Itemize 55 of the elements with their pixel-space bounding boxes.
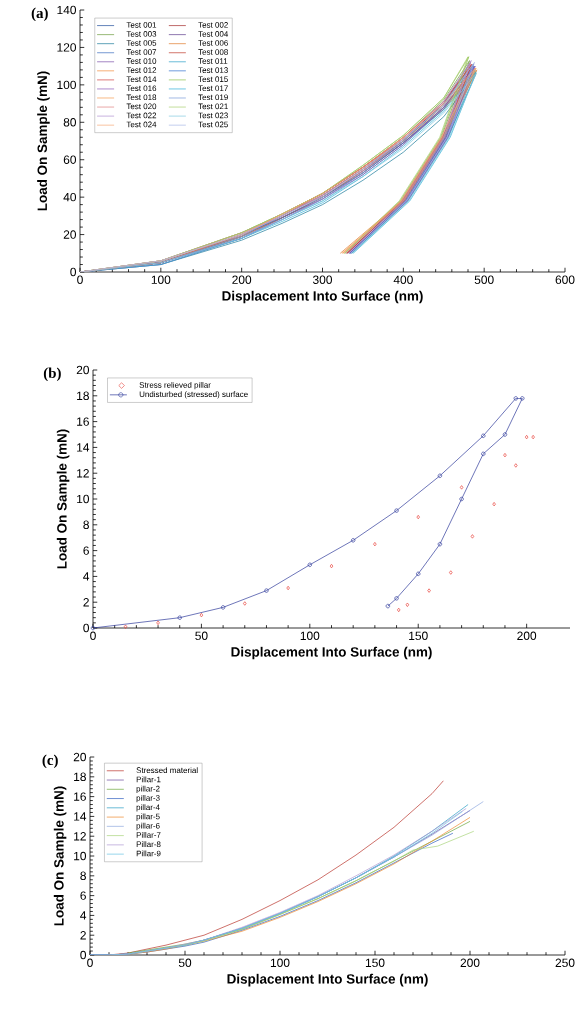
y-tick-label: 8 [83, 520, 89, 530]
y-tick-label: 80 [63, 118, 77, 127]
x-axis-title: Displacement Into Surface (nm) [222, 290, 423, 304]
y-tick-label: 14 [74, 812, 87, 821]
x-tick-label: 100 [300, 631, 320, 640]
x-tick-label: 300 [312, 275, 333, 284]
y-tick-label: 8 [80, 871, 86, 881]
x-axis-title: Displacement Into Surface (nm) [227, 973, 428, 987]
y-tick-label: 2 [83, 598, 89, 607]
y-tick-label: 14 [77, 443, 90, 452]
y-tick-label: 4 [83, 572, 90, 581]
y-tick-label: 16 [77, 417, 89, 426]
x-tick-label: 250 [555, 958, 575, 967]
chart-title: (a) [31, 7, 48, 22]
x-tick-label: 50 [178, 958, 192, 967]
x-tick-label: 400 [393, 275, 413, 284]
x-tick-label: 0 [90, 631, 96, 640]
x-tick-label: 500 [474, 275, 494, 284]
chart-title: (b) [43, 367, 61, 382]
y-axis-title: Load On Sample (mN) [37, 71, 50, 211]
x-tick-label: 200 [460, 958, 480, 967]
y-tick-label: 16 [74, 792, 86, 801]
x-tick-label: 150 [365, 958, 385, 967]
y-tick-label: 2 [80, 931, 86, 940]
y-tick-label: 20 [73, 752, 87, 762]
x-tick-label: 150 [409, 631, 428, 640]
y-tick-label: 4 [80, 911, 87, 920]
y-tick-label: 0 [70, 267, 77, 277]
x-tick-label: 100 [270, 958, 290, 967]
y-tick-label: 6 [83, 546, 89, 555]
y-tick-label: 12 [74, 832, 86, 841]
y-tick-label: 20 [76, 365, 90, 375]
x-tick-label: 200 [232, 275, 252, 284]
x-tick-label: 200 [517, 631, 537, 640]
y-tick-label: 10 [77, 494, 90, 504]
y-tick-label: 20 [63, 230, 77, 239]
y-tick-label: 140 [57, 5, 77, 15]
y-axis-title: Load On Sample (mN) [56, 429, 70, 569]
x-tick-label: 600 [555, 275, 575, 284]
y-tick-label: 6 [80, 891, 86, 900]
y-tick-label: 18 [77, 391, 89, 401]
y-tick-label: 0 [83, 623, 90, 633]
x-tick-label: 100 [151, 275, 171, 284]
y-tick-label: 120 [57, 43, 77, 52]
y-tick-label: 100 [57, 80, 77, 90]
y-tick-label: 12 [77, 469, 89, 478]
y-axis-title: Load On Sample (mN) [53, 786, 67, 926]
y-tick-label: 10 [74, 851, 87, 861]
x-axis-title: Displacement Into Surface (nm) [231, 646, 432, 660]
y-tick-label: 60 [63, 155, 77, 164]
chart-title: (c) [42, 754, 58, 769]
y-tick-label: 18 [74, 772, 86, 782]
y-tick-label: 40 [63, 192, 77, 202]
y-tick-label: 0 [80, 950, 87, 960]
x-tick-label: 50 [195, 631, 208, 640]
